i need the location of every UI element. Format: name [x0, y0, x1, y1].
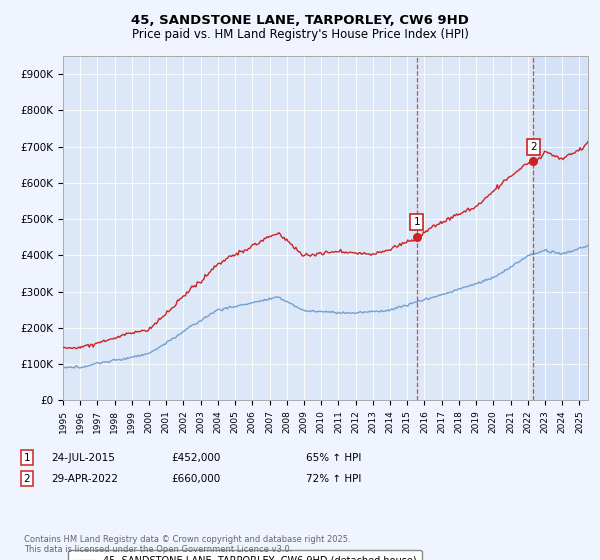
Text: 1: 1	[413, 217, 420, 227]
Text: 1: 1	[23, 452, 31, 463]
Text: Contains HM Land Registry data © Crown copyright and database right 2025.
This d: Contains HM Land Registry data © Crown c…	[24, 535, 350, 554]
Text: 29-APR-2022: 29-APR-2022	[51, 474, 118, 484]
Text: £660,000: £660,000	[171, 474, 220, 484]
Bar	[417, 56, 588, 400]
Bar	[533, 56, 588, 400]
Text: 65% ↑ HPI: 65% ↑ HPI	[306, 452, 361, 463]
Text: 72% ↑ HPI: 72% ↑ HPI	[306, 474, 361, 484]
Text: 2: 2	[530, 142, 537, 152]
Text: £452,000: £452,000	[171, 452, 220, 463]
Text: 24-JUL-2015: 24-JUL-2015	[51, 452, 115, 463]
Text: 45, SANDSTONE LANE, TARPORLEY, CW6 9HD: 45, SANDSTONE LANE, TARPORLEY, CW6 9HD	[131, 14, 469, 27]
Legend: 45, SANDSTONE LANE, TARPORLEY, CW6 9HD (detached house), HPI: Average price, det: 45, SANDSTONE LANE, TARPORLEY, CW6 9HD (…	[68, 550, 422, 560]
Text: 2: 2	[23, 474, 31, 484]
Text: Price paid vs. HM Land Registry's House Price Index (HPI): Price paid vs. HM Land Registry's House …	[131, 28, 469, 41]
